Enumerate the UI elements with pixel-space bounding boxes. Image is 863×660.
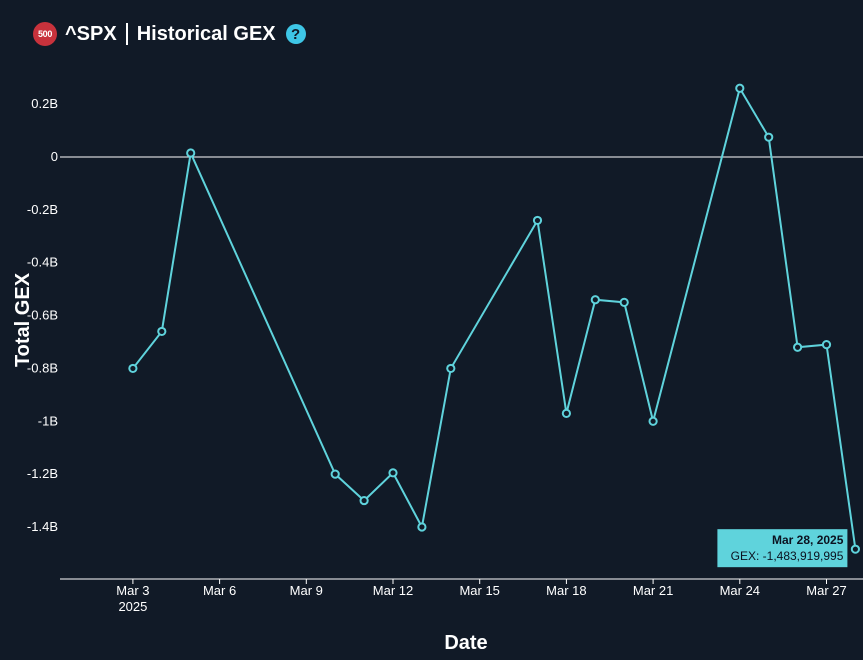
x-tick-label: Mar 21 bbox=[633, 583, 673, 598]
data-point[interactable] bbox=[128, 363, 138, 374]
ticker-symbol: ^SPX bbox=[65, 22, 117, 45]
x-tick-label: Mar 9 bbox=[290, 583, 323, 598]
y-tick-label: -1.2B bbox=[27, 466, 58, 481]
data-point[interactable] bbox=[590, 295, 600, 305]
x-tick-label: Mar 12 bbox=[373, 583, 413, 598]
y-tick-label: 0 bbox=[51, 149, 58, 164]
y-tick-label: -0.8B bbox=[27, 360, 58, 375]
data-point[interactable] bbox=[648, 416, 658, 426]
y-tick-label: -1B bbox=[38, 413, 58, 428]
x-tick-label: Mar 6 bbox=[203, 583, 236, 598]
x-tick-label: Mar 3 bbox=[116, 583, 149, 598]
data-point[interactable] bbox=[157, 326, 167, 337]
x-tick-year: 2025 bbox=[118, 599, 147, 614]
data-point[interactable] bbox=[388, 468, 398, 478]
y-tick-label: -0.4B bbox=[27, 255, 58, 270]
chart-header: 500 ^SPX Historical GEX ? bbox=[33, 19, 306, 49]
data-point[interactable] bbox=[446, 363, 456, 374]
x-tick-label: Mar 27 bbox=[806, 583, 846, 598]
sp500-badge-icon: 500 bbox=[33, 22, 57, 46]
y-tick-label: 0.2B bbox=[31, 96, 58, 111]
tooltip-date: Mar 28, 2025 bbox=[772, 533, 844, 547]
data-point[interactable] bbox=[850, 544, 861, 554]
data-point[interactable] bbox=[561, 408, 572, 418]
data-point[interactable] bbox=[359, 495, 369, 506]
y-axis-title: Total GEX bbox=[12, 272, 34, 367]
tooltip-box bbox=[717, 529, 848, 568]
data-point[interactable] bbox=[532, 215, 543, 226]
y-axis-ticks: 0.2B 0 -0.2B -0.4B -0.6B -0.8B -1B -1.2B -1.4B bbox=[27, 96, 58, 534]
x-tick-label: Mar 24 bbox=[720, 583, 760, 598]
data-point[interactable] bbox=[764, 132, 774, 142]
data-point[interactable] bbox=[619, 297, 629, 307]
y-tick-label: -0.2B bbox=[27, 202, 58, 217]
question-circle-icon[interactable]: ? bbox=[285, 24, 306, 44]
data-point[interactable] bbox=[793, 342, 803, 352]
y-tick-label: -1.4B bbox=[27, 519, 58, 534]
data-point[interactable] bbox=[417, 522, 427, 532]
header-divider bbox=[125, 23, 128, 45]
data-point[interactable] bbox=[821, 340, 832, 350]
data-point[interactable] bbox=[186, 148, 196, 158]
data-point[interactable] bbox=[735, 83, 745, 93]
data-point[interactable] bbox=[330, 469, 340, 479]
x-tick-label: Mar 15 bbox=[459, 583, 499, 598]
tooltip: Mar 28, 2025 GEX: -1,483,919,995 bbox=[717, 529, 848, 568]
y-tick-label: -0.6B bbox=[27, 308, 58, 323]
series-line bbox=[132, 85, 857, 550]
chart-title: Historical GEX bbox=[136, 22, 276, 45]
x-axis-title: Date bbox=[444, 632, 487, 654]
data-points bbox=[128, 83, 861, 554]
tooltip-value: GEX: -1,483,919,995 bbox=[731, 549, 844, 563]
x-tick-label: Mar 18 bbox=[546, 583, 586, 598]
